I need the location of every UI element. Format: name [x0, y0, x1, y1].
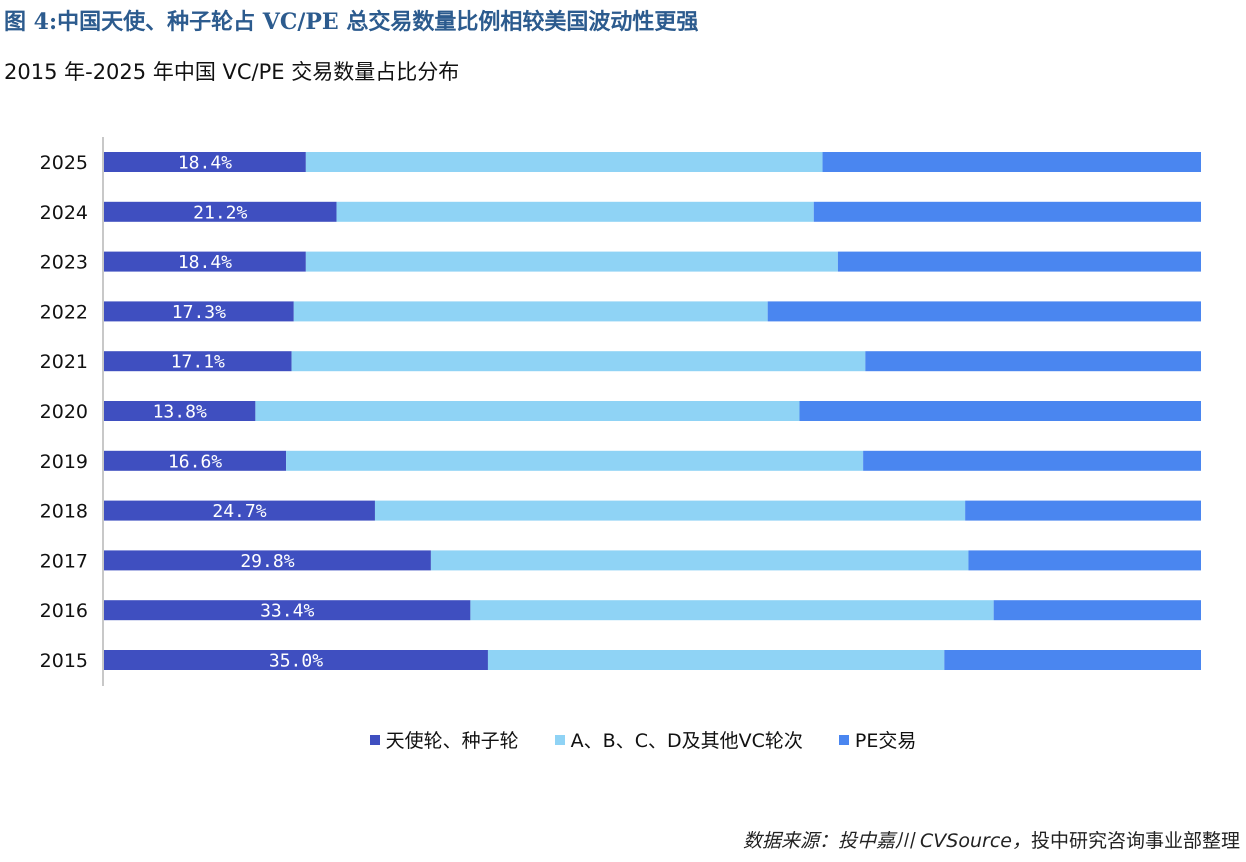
data-label-angel-2025: 18.4% — [178, 153, 232, 174]
legend-swatch-abcd — [554, 734, 565, 745]
data-label-angel-2015: 35.0% — [269, 651, 323, 672]
stacked-bar-chart: 2025 18.4% 2024 21.2% 2023 18.4% 2022 17.3% 2021… — [40, 137, 1201, 686]
y-tick-label-2020: 2020 — [40, 401, 88, 423]
bar-angel-2019 — [104, 450, 287, 471]
bar-angel-2015 — [104, 650, 488, 670]
source-note: 数据来源：投中嘉川 CVSource，投中研究咨询事业部整理 — [743, 826, 1240, 853]
bar-angel-2017 — [104, 550, 431, 571]
bar-abcd-2015 — [487, 650, 945, 670]
bar-angel-2022 — [104, 301, 294, 322]
bar-abcd-2019 — [286, 450, 864, 471]
bar-pe-2025 — [822, 152, 1201, 172]
bar-angel-2024 — [104, 201, 337, 222]
bar-abcd-2022 — [293, 301, 768, 322]
data-label-angel-2020: 13.8% — [153, 402, 207, 423]
data-label-angel-2021: 17.1% — [171, 352, 225, 373]
y-tick-label-2021: 2021 — [40, 351, 88, 373]
data-label-angel-2018: 24.7% — [212, 501, 266, 522]
y-tick-label-2018: 2018 — [40, 501, 88, 523]
data-label-angel-2022: 17.3% — [172, 302, 226, 323]
legend-swatch-angel — [369, 734, 380, 745]
source-prefix: 数据来源：投中嘉川 CVSource， — [743, 830, 1031, 852]
source-suffix: 投中研究咨询事业部整理 — [1030, 830, 1240, 852]
legend-item-pe: PE交易 — [838, 726, 917, 753]
bar-angel-2016 — [104, 600, 471, 621]
y-tick-label-2015: 2015 — [40, 650, 88, 672]
figure-title: 图 4:中国天使、种子轮占 VC/PE 总交易数量比例相较美国波动性更强 — [4, 9, 699, 35]
y-tick-label-2023: 2023 — [40, 252, 88, 274]
bar-abcd-2016 — [470, 600, 994, 621]
y-tick-label-2016: 2016 — [40, 600, 88, 622]
data-label-angel-2019: 16.6% — [168, 451, 222, 472]
bar-abcd-2025 — [305, 152, 823, 172]
y-tick-label-2017: 2017 — [40, 550, 88, 572]
y-tick-label-2022: 2022 — [40, 301, 88, 323]
chart-subtitle: 2015 年-2025 年中国 VC/PE 交易数量占比分布 — [4, 60, 460, 84]
bar-pe-2016 — [993, 600, 1201, 621]
y-tick-label-2024: 2024 — [40, 202, 88, 224]
y-tick-label-2025: 2025 — [40, 152, 88, 174]
bar-pe-2024 — [813, 201, 1201, 222]
bar-abcd-2023 — [305, 251, 838, 272]
bar-abcd-2024 — [336, 201, 814, 222]
legend-label-angel: 天使轮、种子轮 — [385, 730, 519, 752]
bar-pe-2018 — [965, 500, 1201, 521]
bar-angel-2021 — [104, 351, 292, 372]
legend-label-pe: PE交易 — [854, 730, 917, 752]
data-label-angel-2016: 33.4% — [260, 601, 314, 622]
bar-abcd-2021 — [291, 351, 866, 372]
y-tick-label-2019: 2019 — [40, 451, 88, 473]
bar-pe-2023 — [837, 251, 1201, 272]
bar-angel-2025 — [104, 152, 306, 172]
data-label-angel-2024: 21.2% — [193, 202, 247, 223]
data-label-angel-2023: 18.4% — [178, 252, 232, 273]
bar-pe-2015 — [944, 650, 1201, 670]
bar-abcd-2020 — [255, 401, 800, 421]
bar-angel-2023 — [104, 251, 306, 272]
bar-abcd-2018 — [374, 500, 966, 521]
bar-pe-2022 — [767, 301, 1201, 322]
bar-pe-2017 — [968, 550, 1201, 571]
bar-pe-2020 — [799, 401, 1201, 421]
bar-pe-2019 — [863, 450, 1201, 471]
legend-label-abcd: A、B、C、D及其他VC轮次 — [570, 730, 803, 752]
chart-legend: 天使轮、种子轮 A、B、C、D及其他VC轮次 PE交易 — [0, 726, 1246, 753]
bar-pe-2021 — [865, 351, 1201, 372]
bar-abcd-2017 — [430, 550, 969, 571]
bar-angel-2020 — [104, 401, 256, 421]
bar-angel-2018 — [104, 500, 375, 521]
legend-swatch-pe — [838, 734, 849, 745]
legend-item-abcd: A、B、C、D及其他VC轮次 — [554, 726, 803, 753]
legend-item-angel: 天使轮、种子轮 — [369, 726, 519, 753]
data-label-angel-2017: 29.8% — [240, 551, 294, 572]
